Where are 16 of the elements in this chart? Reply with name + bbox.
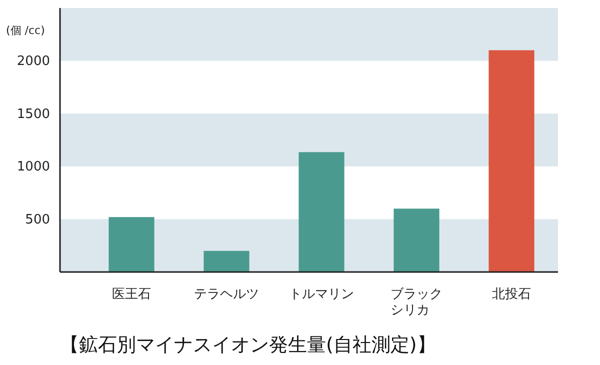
x-tick-label: トルマリン (289, 287, 354, 302)
x-tick-label: 北投石 (492, 287, 531, 302)
bar (488, 50, 534, 272)
x-tick-label: ブラックシリカ (390, 287, 442, 318)
bar (108, 217, 154, 272)
y-tick-label: 500 (25, 212, 50, 228)
bar (204, 250, 250, 272)
x-tick-label: テラヘルツ (194, 287, 259, 302)
y-tick-label: 1500 (16, 106, 50, 122)
bar (394, 208, 440, 272)
text: 【鉱石別マイナスイオン発生量(自社測定)】 (60, 334, 436, 356)
y-axis-title: (個 /cc) (6, 24, 45, 37)
x-tick-label: 医王石 (112, 287, 151, 302)
y-tick-label: 2000 (16, 54, 50, 69)
bar (298, 152, 344, 272)
y-tick-label: 1000 (16, 160, 50, 175)
